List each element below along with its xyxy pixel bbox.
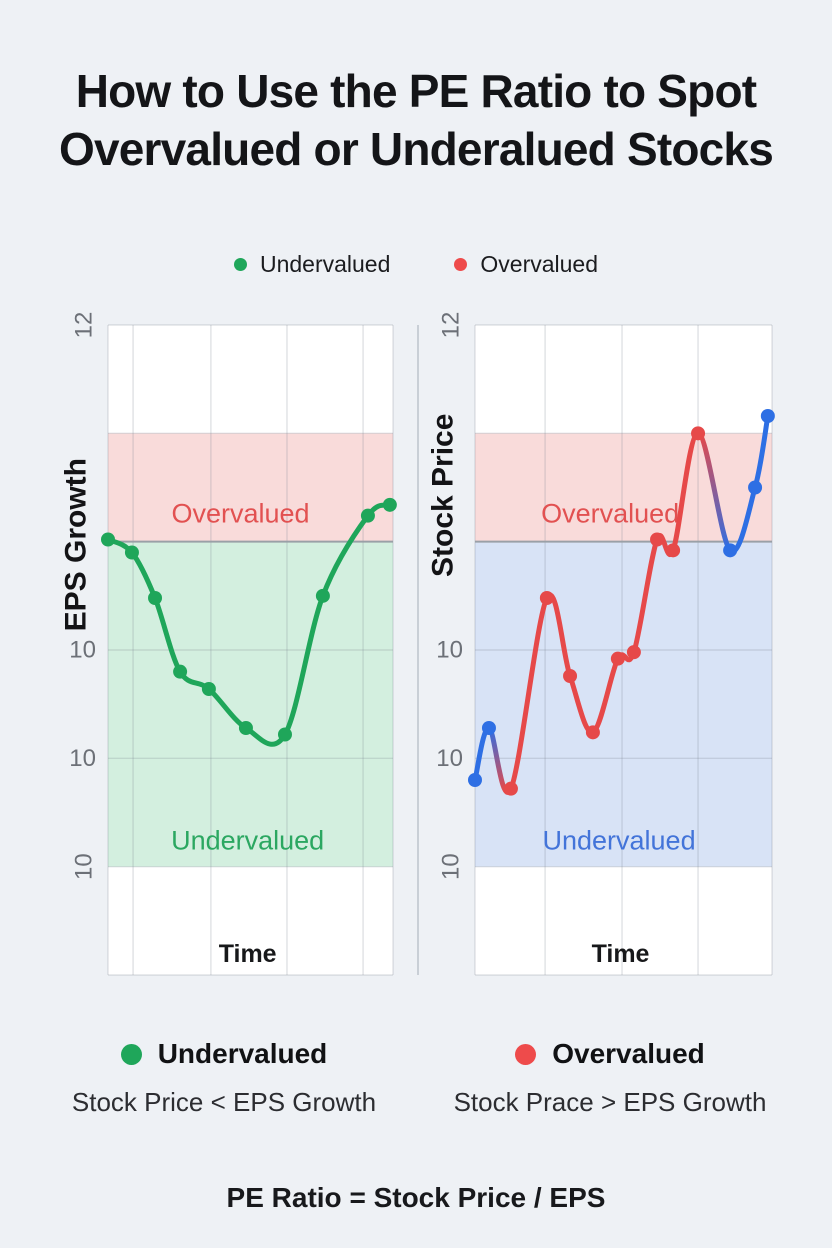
data-point	[148, 591, 163, 605]
green-dot-icon	[120, 1043, 142, 1065]
data-point	[173, 664, 188, 679]
chart-divider	[417, 325, 419, 975]
band-label-undervalued: Undervalued	[542, 826, 695, 856]
page-title: How to Use the PE Ratio to Spot Overvalu…	[0, 62, 832, 178]
band-label-overvalued: Overvalued	[171, 499, 309, 529]
green-dot-icon	[233, 258, 247, 271]
y-tick-label: 10	[69, 637, 96, 664]
data-point	[691, 426, 706, 441]
line-segment	[282, 593, 326, 737]
data-point	[585, 725, 600, 740]
data-point	[563, 669, 578, 683]
caption-undervalued: Stock Price < EPS Growth	[71, 1087, 377, 1117]
data-point	[748, 480, 763, 495]
data-point	[468, 773, 482, 787]
legend-label-undervalued: Undervalued	[259, 251, 391, 277]
bottom-legend-undervalued: Undervalued	[0, 1038, 448, 1070]
data-point	[650, 532, 665, 547]
y-tick-label: 10	[69, 745, 96, 772]
legend-label-overvalued: Overvalued	[480, 251, 599, 277]
red-dot-icon	[454, 258, 468, 271]
caption-overvalued: Stock Prace > EPS Growth	[453, 1087, 767, 1117]
data-point	[238, 721, 253, 735]
data-point	[723, 543, 738, 558]
data-point	[503, 781, 518, 796]
bottom-legend-item: Undervalued	[120, 1038, 328, 1070]
bottom-legend-label-undervalued: Undervalued	[157, 1038, 328, 1069]
legend-item-overvalued: Overvalued	[454, 251, 598, 278]
data-point	[201, 682, 216, 696]
data-point	[626, 645, 641, 660]
band-label-undervalued: Undervalued	[171, 826, 324, 856]
y-tick-label: 10	[436, 637, 463, 664]
data-point	[360, 508, 375, 523]
data-point	[382, 497, 397, 512]
data-point	[101, 532, 115, 547]
y-axis-label: EPS Growth	[60, 458, 93, 631]
data-point	[315, 588, 330, 603]
band-overvalued	[108, 433, 393, 542]
stock-price-chart: Overvalued Undervalued Time 12 10 10 10 Stock P…	[427, 312, 775, 976]
y-tick-label: 10	[436, 745, 463, 772]
title-line-2: Overvalued or Underalued Stocks	[58, 123, 774, 175]
y-tick-label: 12	[438, 312, 465, 339]
y-tick-label: 12	[71, 312, 98, 339]
y-axis-label: Stock Price	[427, 414, 460, 577]
data-point	[760, 409, 775, 423]
legend-item-undervalued: Undervalued	[233, 251, 391, 278]
data-point	[610, 651, 625, 666]
bottom-legend-overvalued: Overvalued	[448, 1038, 772, 1070]
bottom-legend-item: Overvalued	[515, 1038, 705, 1070]
data-point	[124, 545, 139, 560]
band-undervalued	[475, 541, 772, 867]
band-label-overvalued: Overvalued	[541, 499, 679, 529]
eps-growth-chart: Overvalued Undervalued Time 12 10 10 10 EPS Gro…	[60, 312, 397, 976]
line-segment	[508, 595, 550, 792]
top-legend: Undervalued Overvalued	[0, 251, 832, 278]
line-segment	[631, 537, 660, 655]
pe-ratio-formula: PE Ratio = Stock Price / EPS	[226, 1182, 606, 1213]
x-axis-label: Time	[592, 940, 650, 968]
y-tick-label: 10	[438, 853, 465, 880]
data-point	[539, 591, 554, 605]
data-point	[481, 721, 496, 735]
red-dot-icon	[515, 1043, 537, 1065]
title-line-1: How to Use the PE Ratio to Spot	[75, 65, 757, 117]
y-tick-label: 10	[71, 853, 98, 880]
bottom-legend-label-overvalued: Overvalued	[552, 1038, 705, 1069]
data-point	[666, 543, 681, 558]
data-point	[277, 727, 292, 742]
x-axis-label: Time	[219, 940, 277, 968]
